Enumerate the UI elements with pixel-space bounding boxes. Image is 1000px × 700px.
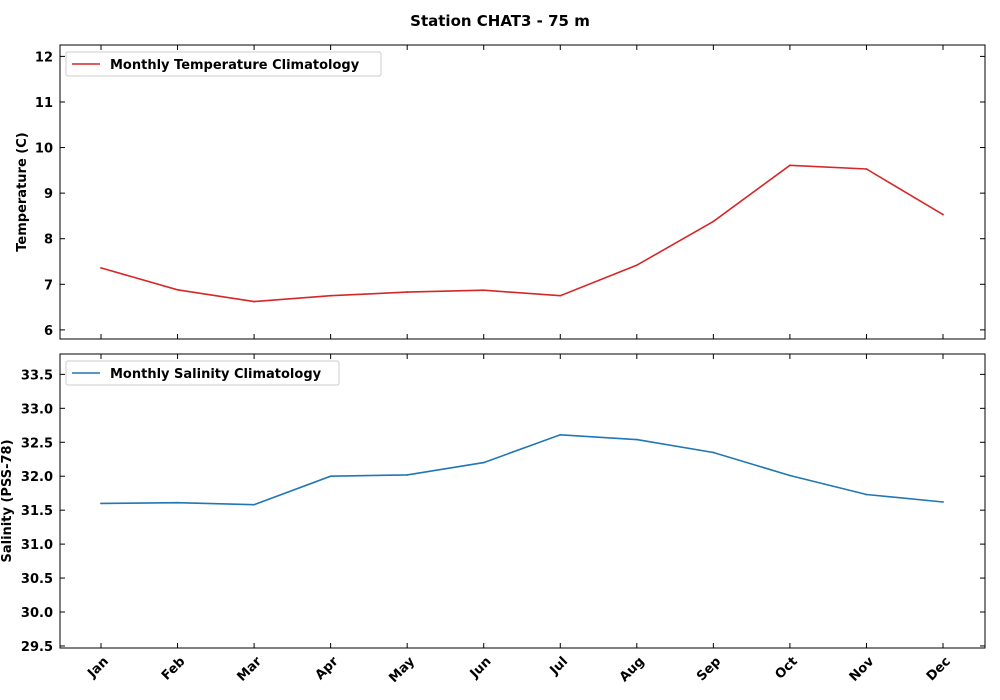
series-line-salinity <box>100 433 944 506</box>
data-point <box>789 474 791 477</box>
x-tick-label: Oct <box>772 654 800 682</box>
y-tick-label: 6 <box>44 324 53 339</box>
x-tick-label: Jul <box>547 654 571 678</box>
y-tick-label: 30.5 <box>21 572 53 587</box>
data-point <box>100 502 102 505</box>
panels: 6 7 8 9 10 11 12 Temperature (C) Monthly Tempera… <box>0 44 986 686</box>
x-tick-label: Apr <box>313 654 342 683</box>
data-point <box>253 300 255 303</box>
data-point <box>635 438 638 441</box>
plot-frame-salinity <box>59 353 986 649</box>
legend-salinity: Monthly Salinity Climatology <box>65 360 340 386</box>
x-tick-label: Dec <box>924 654 954 684</box>
y-tick-label: 32.0 <box>21 470 53 485</box>
y-tick-label: 10 <box>35 142 53 157</box>
y-tick-label: 31.0 <box>21 538 53 553</box>
chart-title: Station CHAT3 - 75 m <box>410 12 590 30</box>
data-point <box>559 433 562 436</box>
data-point <box>942 213 944 216</box>
legend-box <box>65 51 382 77</box>
x-tick-label: Mar <box>234 654 265 685</box>
data-point <box>635 264 638 267</box>
data-point <box>865 493 868 496</box>
data-point <box>712 451 715 454</box>
data-point <box>789 164 791 167</box>
x-tick-label: Jan <box>84 654 111 681</box>
panel-salinity: 29.5 30.0 30.5 31.0 31.5 32.0 32.5 33.0 33.5 Jan F… <box>0 353 986 686</box>
data-point <box>329 475 332 478</box>
y-axis-label: Temperature (C) <box>15 132 30 251</box>
y-axis-label: Salinity (PSS-78) <box>0 439 15 562</box>
x-tick-label: Sep <box>694 654 724 684</box>
y-tick-label: 31.5 <box>21 504 53 519</box>
data-point <box>712 220 715 223</box>
data-point <box>406 473 409 476</box>
data-point <box>406 291 409 293</box>
y-tick-label: 33.5 <box>21 368 53 383</box>
data-point <box>865 168 868 170</box>
legend-temperature: Monthly Temperature Climatology <box>65 51 382 77</box>
y-tick-label: 29.5 <box>21 640 53 655</box>
data-point <box>100 266 102 269</box>
y-tick-label: 30.0 <box>21 606 53 621</box>
data-point <box>482 289 485 292</box>
x-tick-label: Aug <box>617 654 648 685</box>
y-tick-label: 32.5 <box>21 436 53 451</box>
data-point <box>329 294 332 297</box>
x-tick-label: May <box>386 654 418 686</box>
data-point <box>176 501 179 504</box>
panel-temperature: 6 7 8 9 10 11 12 Temperature (C) Monthly Tempera… <box>15 44 986 340</box>
data-point <box>253 503 255 506</box>
y-tick-label: 12 <box>35 50 53 65</box>
y-tick-label: 33.0 <box>21 402 53 417</box>
y-tick-label: 8 <box>44 233 53 248</box>
plot-frame-temperature <box>59 44 986 340</box>
y-tick-label: 7 <box>44 278 53 293</box>
legend-label: Monthly Temperature Climatology <box>110 58 360 73</box>
y-tick-label: 9 <box>44 187 53 202</box>
x-tick-label: Nov <box>847 654 878 685</box>
x-tick-label: Feb <box>159 654 188 683</box>
x-tick-label: Jun <box>467 654 495 682</box>
data-point <box>482 461 485 464</box>
y-tick-label: 11 <box>35 96 53 111</box>
data-point <box>942 501 944 503</box>
data-point <box>559 294 562 297</box>
legend-box <box>65 360 340 386</box>
legend-label: Monthly Salinity Climatology <box>110 367 322 382</box>
data-point <box>176 288 179 291</box>
series-line-temperature <box>100 164 944 303</box>
